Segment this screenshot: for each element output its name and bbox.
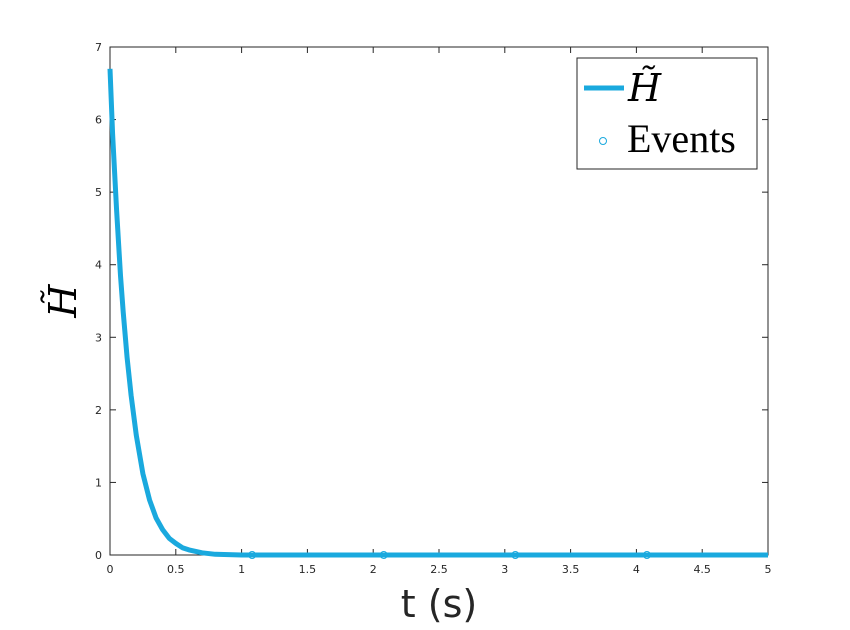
x-tick-label: 3.5 [562,563,580,576]
x-tick-label: 4 [633,563,640,576]
y-tick-label: 6 [95,114,102,127]
y-tick-label: 7 [95,41,102,54]
series-layer [107,68,768,559]
event-marker [511,551,520,559]
legend-label-series-1: H̃ [627,66,662,110]
legend: H̃ Events [576,57,758,170]
x-tick-label: 2 [370,563,377,576]
y-tick-label: 3 [95,331,102,344]
y-tick-label: 5 [95,186,102,199]
x-tick-label: 4.5 [693,563,711,576]
event-marker [642,551,651,559]
y-tick-label: 0 [95,549,102,562]
legend-label-series-2: Events [627,116,736,161]
x-tick-label: 5 [765,563,772,576]
series-line-1 [107,68,768,558]
event-marker [379,551,388,559]
y-axis-label: H̃ [41,284,85,319]
x-tick-label: 2.5 [430,563,448,576]
x-axis-ticks: 0 0.5 1 1.5 2 2.5 3 3.5 4 4.5 5 [107,47,772,576]
y-tick-label: 2 [95,404,102,417]
x-tick-label: 0 [107,563,114,576]
x-tick-label: 3 [501,563,508,576]
legend-marker-swatch [599,137,607,145]
x-tick-label: 0.5 [167,563,185,576]
x-axis-label: t (s) [401,582,477,626]
legend-box [576,57,758,170]
event-marker [248,551,257,559]
x-tick-label: 1.5 [299,563,317,576]
x-tick-label: 1 [238,563,245,576]
y-tick-label: 1 [95,476,102,489]
y-tick-label: 4 [95,259,102,272]
